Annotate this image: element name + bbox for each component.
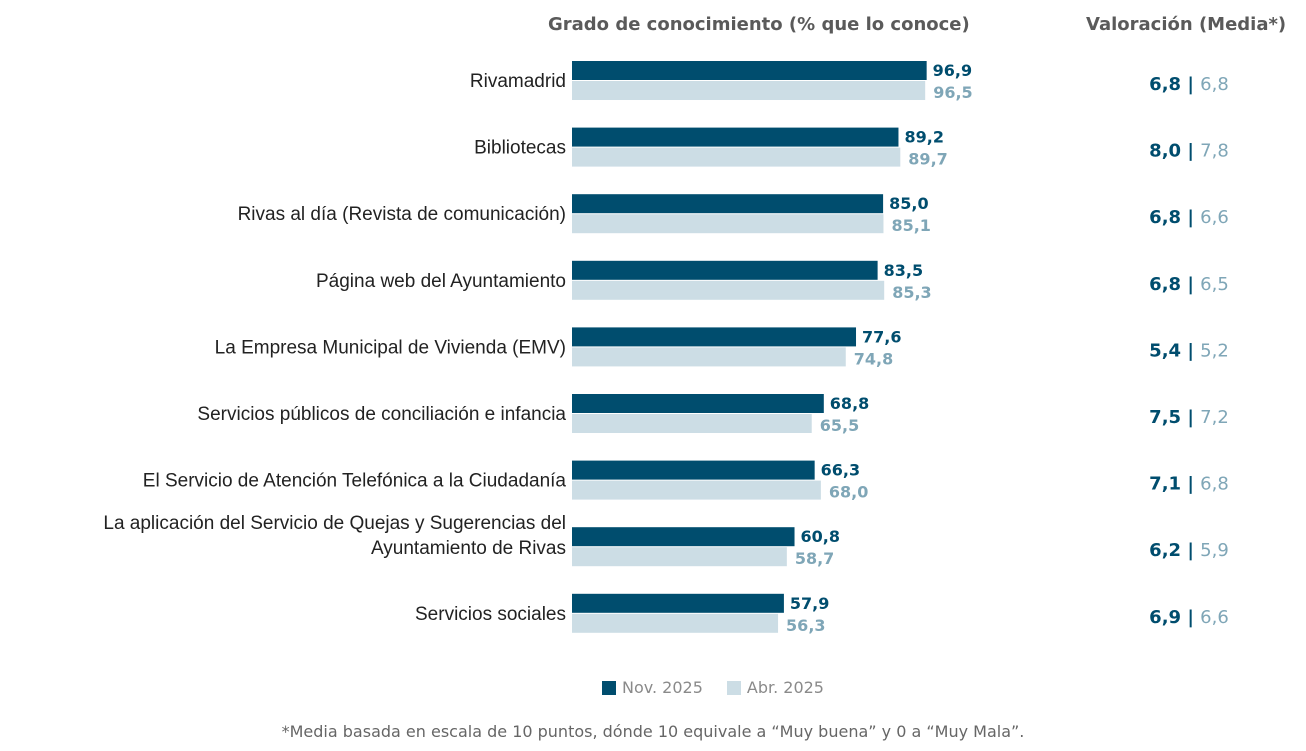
bar-abr [572, 81, 926, 100]
value-label-abr: 68,0 [829, 483, 868, 502]
rating-title: Valoración (Media*) [1086, 14, 1287, 35]
category-label: Servicios sociales [415, 604, 566, 625]
rating-label: 6,8 | 6,8 [1149, 74, 1229, 95]
bar-abr [572, 613, 779, 633]
category-label: Página web del Ayuntamiento [316, 271, 566, 292]
value-label-abr: 85,3 [892, 283, 931, 302]
rating-label: 6,8 | 6,5 [1149, 274, 1229, 295]
value-label-abr: 56,3 [786, 616, 825, 635]
bar-nov [572, 394, 824, 413]
rating-label: 8,0 | 7,8 [1149, 141, 1229, 162]
bar-nov [572, 194, 884, 214]
value-label-abr: 65,5 [820, 416, 859, 435]
value-label-nov: 77,6 [862, 327, 901, 346]
bar-nov [572, 527, 795, 547]
category-label: La aplicación del Servicio de Quejas y S… [103, 513, 566, 534]
bar-abr [572, 480, 821, 500]
category-label: Servicios públicos de conciliación e inf… [197, 404, 566, 425]
bar-nov [572, 127, 899, 147]
chart-title: Grado de conocimiento (% que lo conoce) [548, 14, 970, 35]
value-label-nov: 57,9 [790, 594, 829, 613]
value-label-abr: 58,7 [795, 549, 834, 568]
rating-label: 5,4 | 5,2 [1149, 340, 1229, 361]
category-label: Ayuntamiento de Rivas [371, 538, 566, 559]
value-label-nov: 83,5 [884, 261, 923, 280]
bar-abr [572, 214, 884, 234]
rating-label: 7,5 | 7,2 [1149, 407, 1229, 428]
bar-abr [572, 547, 787, 567]
bar-nov [572, 593, 784, 613]
rating-label: 7,1 | 6,8 [1149, 474, 1229, 495]
footnote: *Media basada en escala de 10 puntos, dó… [281, 722, 1025, 741]
value-label-abr: 89,7 [908, 150, 947, 169]
bar-nov [572, 327, 857, 347]
value-label-abr: 85,1 [891, 216, 930, 235]
category-label: Bibliotecas [474, 138, 566, 159]
bar-nov [572, 61, 927, 80]
category-label: Rivas al día (Revista de comunicación) [238, 204, 566, 225]
value-label-nov: 68,8 [830, 394, 869, 413]
legend-swatch-nov [602, 680, 616, 695]
bar-abr [572, 347, 846, 367]
legend: Nov. 2025 Abr. 2025 [602, 678, 824, 697]
rating-label: 6,8 | 6,6 [1149, 207, 1229, 228]
value-label-nov: 85,0 [889, 194, 928, 213]
bar-abr [572, 280, 885, 300]
category-label: La Empresa Municipal de Vivienda (EMV) [215, 337, 566, 358]
value-label-abr: 96,5 [933, 83, 972, 102]
legend-label-nov: Nov. 2025 [622, 678, 703, 697]
legend-swatch-abr [726, 680, 741, 695]
category-label: El Servicio de Atención Telefónica a la … [143, 471, 567, 492]
value-label-nov: 66,3 [821, 461, 860, 480]
rating-label: 6,9 | 6,6 [1149, 607, 1229, 628]
value-label-nov: 96,9 [933, 61, 972, 80]
bar-abr [572, 147, 901, 167]
value-label-nov: 89,2 [904, 128, 943, 147]
legend-label-abr: Abr. 2025 [746, 678, 824, 697]
bar-nov [572, 460, 815, 480]
value-label-abr: 74,8 [854, 349, 893, 368]
category-label: Rivamadrid [470, 71, 566, 92]
rating-label: 6,2 | 5,9 [1149, 540, 1229, 561]
bar-nov [572, 260, 878, 280]
bar-abr [572, 414, 812, 433]
value-label-nov: 60,8 [801, 527, 840, 546]
